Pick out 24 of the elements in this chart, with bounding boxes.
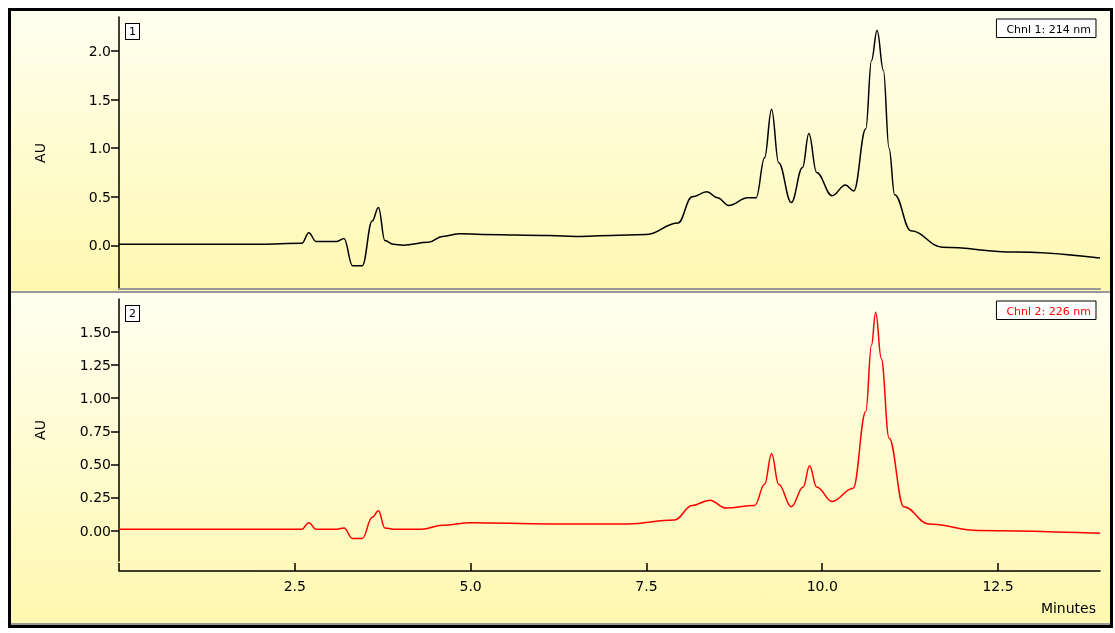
y-tick-label: 2.0 xyxy=(88,43,111,59)
y-tick-label: 1.50 xyxy=(79,324,111,341)
text: Chnl 2: 226 nm xyxy=(1006,304,1092,318)
y-tick-label: 0.50 xyxy=(79,456,111,473)
y-tick-label: 0.0 xyxy=(88,237,111,254)
x-axis-title: Minutes xyxy=(1040,600,1096,616)
x-tick-label: 5.0 xyxy=(459,578,482,594)
annotation: 2 xyxy=(129,307,136,320)
x-tick-label: 7.5 xyxy=(635,578,658,594)
y-tick-label: 1.5 xyxy=(88,91,111,108)
y-tick-label: 0.5 xyxy=(88,188,111,205)
y-tick-label: 0.75 xyxy=(79,423,111,440)
x-tick-label: 12.5 xyxy=(982,578,1014,594)
x-tick-label: 2.5 xyxy=(283,578,306,594)
annotation: 1 xyxy=(129,25,136,38)
text: Chnl 1: 214 nm xyxy=(1006,22,1092,36)
y-axis-title: AU xyxy=(32,143,48,163)
y-tick-label: 0.00 xyxy=(79,522,111,539)
y-axis-title: AU xyxy=(32,420,48,440)
y-tick-label: 1.25 xyxy=(79,357,111,374)
y-tick-label: 0.25 xyxy=(79,489,111,506)
y-tick-label: 1.0 xyxy=(88,140,111,157)
y-tick-label: 1.00 xyxy=(79,390,111,407)
x-tick-label: 10.0 xyxy=(806,578,838,594)
